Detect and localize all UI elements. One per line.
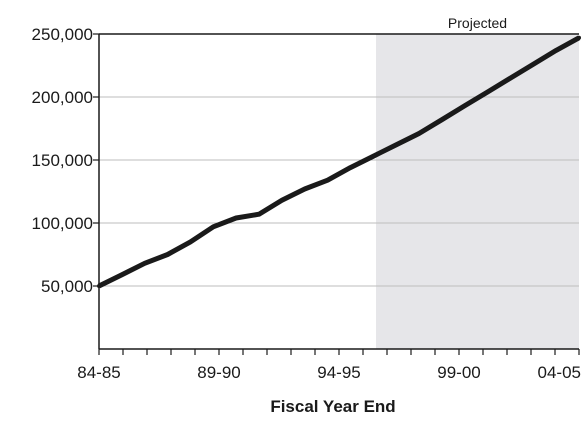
data-point [371, 154, 376, 159]
data-point [211, 224, 216, 229]
data-point [142, 261, 147, 266]
data-point [188, 239, 193, 244]
x-tick-label: 89-90 [197, 363, 240, 382]
series-line [97, 35, 581, 289]
x-axis-ticks: 84-85 89-90 94-95 99-00 04-05 [77, 349, 581, 382]
y-tick-label: 150,000 [32, 151, 93, 170]
y-tick-label: 200,000 [32, 88, 93, 107]
series-points [97, 35, 581, 288]
gridlines [99, 33, 579, 287]
x-axis-label: Fiscal Year End [270, 397, 395, 416]
y-tick-label: 250,000 [32, 25, 93, 44]
data-point [119, 272, 124, 277]
data-point [234, 215, 239, 220]
data-point [348, 165, 353, 170]
y-tick-label: 50,000 [41, 277, 93, 296]
data-point [394, 142, 399, 147]
data-point [577, 35, 581, 40]
data-point [462, 103, 467, 108]
data-point [417, 131, 421, 136]
x-tick-label: 84-85 [77, 363, 120, 382]
data-point [165, 252, 170, 257]
data-point [325, 178, 330, 183]
data-point [531, 62, 536, 67]
data-point [257, 212, 261, 217]
projected-region [376, 34, 579, 349]
x-tick-label: 99-00 [437, 363, 480, 382]
x-tick-label: 04-05 [538, 363, 581, 382]
data-point [302, 186, 307, 191]
y-axis-ticks: 250,000 200,000 150,000 100,000 50,000 [32, 25, 99, 296]
data-point [439, 117, 444, 122]
data-point [485, 89, 490, 94]
y-tick-label: 100,000 [32, 214, 93, 233]
x-tick-label: 94-95 [317, 363, 360, 382]
data-point [554, 48, 559, 53]
data-point [508, 76, 513, 81]
data-point [279, 198, 284, 203]
projected-label: Projected [448, 15, 507, 31]
data-point [97, 284, 101, 288]
